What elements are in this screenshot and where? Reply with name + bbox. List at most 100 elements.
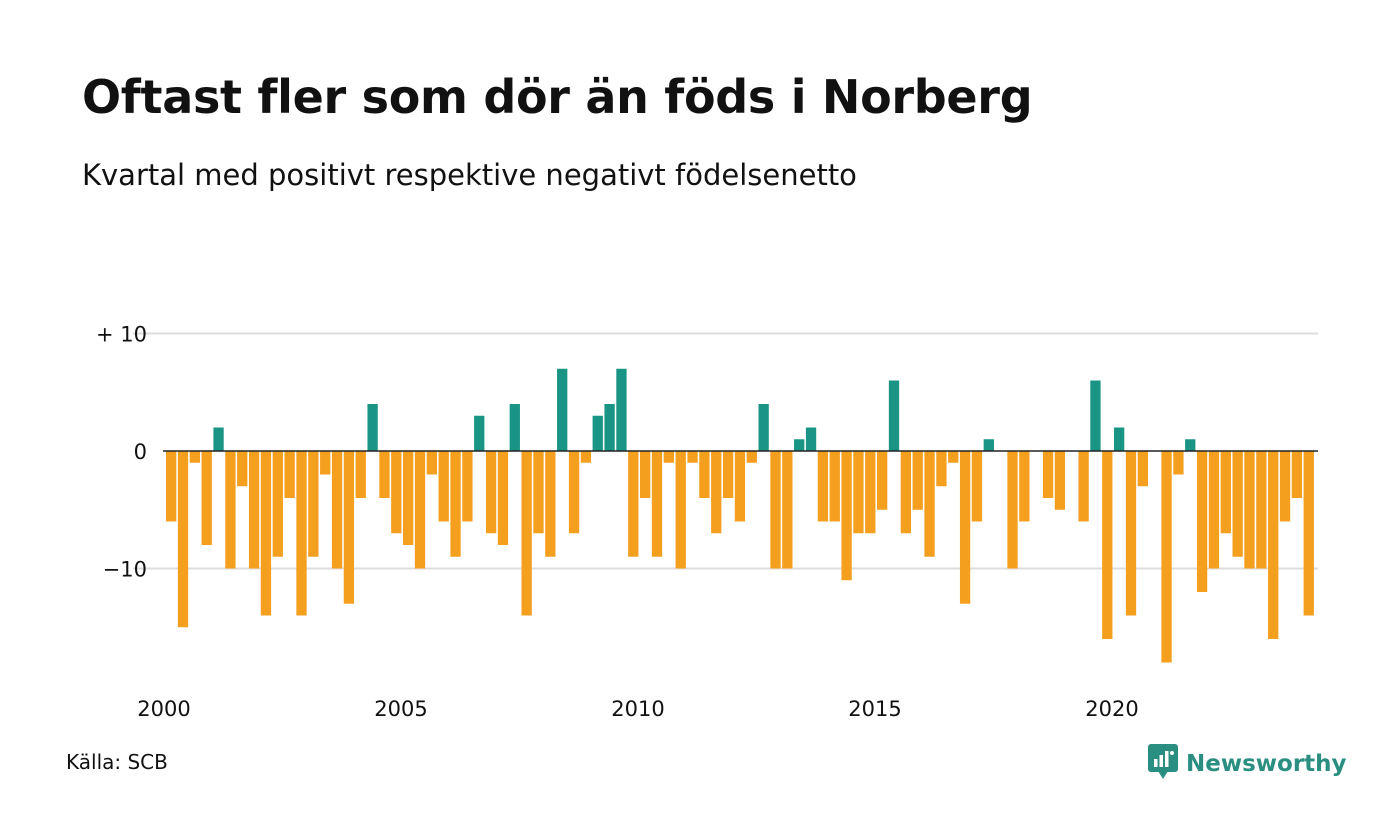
bar-2007-q2 [509, 404, 520, 451]
x-tick-label: 2005 [374, 697, 427, 721]
bar-2006-q4 [485, 451, 497, 534]
bar-2019-q2 [1078, 451, 1089, 522]
bar-2010-q3 [663, 451, 674, 463]
bar-2002-q2 [272, 451, 283, 557]
y-tick-label: −10 [103, 558, 147, 582]
bar-2015-q3 [900, 451, 911, 534]
bar-2012-q3 [758, 404, 769, 451]
bar-2017-q4 [1007, 451, 1018, 569]
x-tick-label: 2010 [611, 697, 664, 721]
x-axis-ticks: 2000 2005 2010 2015 2020 [137, 697, 1138, 721]
bar-2002-q3 [284, 451, 295, 498]
source-note: Källa: SCB [66, 750, 168, 774]
bar-2021-q4 [1196, 451, 1208, 592]
y-tick-label: 0 [134, 440, 147, 464]
bar-2006-q2 [462, 451, 473, 522]
bar-2022-q4 [1244, 451, 1255, 569]
bar-2007-q1 [497, 451, 509, 545]
bar-2001-q4 [248, 451, 260, 569]
y-axis-ticks: + 10 0 −10 [96, 323, 147, 582]
bar-2012-q4 [770, 451, 781, 569]
bar-2005-q3 [426, 451, 437, 475]
newsworthy-logo[interactable]: Newsworthy [1148, 744, 1347, 784]
bar-2013-q3 [805, 427, 817, 451]
bar-2004-q3 [379, 451, 390, 498]
bar-2015-q1 [877, 451, 888, 510]
bar-2002-q4 [296, 451, 307, 616]
chart-title: Oftast fler som dör än föds i Norberg [82, 70, 1033, 124]
bar-chart: + 10 0 −10 2000 2005 2010 2015 2020 [96, 323, 1318, 721]
bar-2023-q1 [1256, 451, 1267, 569]
bar-2014-q2 [841, 451, 852, 581]
bar-2022-q1 [1208, 451, 1220, 569]
bar-2018-q3 [1042, 451, 1054, 498]
chart-subtitle: Kvartal med positivt respektive negativt… [82, 158, 857, 192]
bar-2011-q2 [699, 451, 710, 498]
brand-name: Newsworthy [1186, 751, 1347, 777]
bar-2011-q1 [687, 451, 698, 463]
bar-2012-q2 [746, 451, 757, 463]
bar-2020-q3 [1137, 451, 1148, 487]
bar-2009-q2 [604, 404, 615, 451]
bar-2014-q4 [865, 451, 876, 534]
bar-2023-q4 [1291, 451, 1303, 498]
bar-2003-q1 [308, 451, 319, 557]
bar-2018-q1 [1019, 451, 1030, 522]
bar-2000-q3 [189, 451, 200, 463]
x-tick-label: 2000 [137, 697, 190, 721]
bar-2012-q1 [734, 451, 746, 522]
bar-2017-q1 [971, 451, 983, 522]
bar-2005-q4 [438, 451, 449, 522]
bar-2011-q4 [722, 451, 734, 498]
bar-2019-q3 [1090, 380, 1101, 451]
bar-2010-q4 [675, 451, 686, 569]
bar-2021-q3 [1185, 439, 1196, 451]
bar-2003-q4 [343, 451, 355, 604]
bar-2006-q1 [450, 451, 461, 557]
bars [166, 368, 1314, 663]
bar-2005-q1 [403, 451, 414, 545]
bar-2010-q1 [640, 451, 651, 498]
bar-2009-q3 [616, 368, 627, 451]
x-tick-label: 2015 [848, 697, 901, 721]
bar-2003-q3 [331, 451, 343, 569]
bar-2002-q1 [260, 451, 272, 616]
bar-2016-q3 [948, 451, 959, 463]
bar-2007-q3 [521, 451, 532, 616]
x-tick-label: 2020 [1085, 697, 1138, 721]
bar-2000-q2 [177, 451, 189, 628]
bar-2018-q4 [1054, 451, 1066, 510]
bar-2023-q3 [1279, 451, 1291, 522]
bar-2003-q2 [320, 451, 331, 475]
bar-2024-q1 [1303, 451, 1314, 616]
bar-2008-q4 [580, 451, 592, 463]
bar-2016-q2 [936, 451, 947, 487]
bar-2004-q1 [355, 451, 366, 498]
bar-2015-q2 [888, 380, 900, 451]
bar-2017-q2 [983, 439, 994, 451]
bar-2011-q3 [711, 451, 722, 534]
bar-2008-q2 [557, 368, 568, 451]
bar-2021-q1 [1161, 451, 1172, 663]
bar-2004-q2 [367, 404, 378, 451]
y-tick-label: + 10 [96, 323, 147, 347]
grid-lines [133, 332, 1318, 570]
bar-2004-q4 [391, 451, 402, 534]
bar-2008-q3 [568, 451, 580, 534]
bar-2014-q1 [829, 451, 840, 522]
bar-2007-q4 [533, 451, 544, 534]
bar-2013-q2 [794, 439, 805, 451]
bar-2008-q1 [545, 451, 556, 557]
bar-2022-q2 [1220, 451, 1231, 534]
bar-2021-q2 [1173, 451, 1184, 475]
bar-2013-q1 [782, 451, 793, 569]
bar-2015-q4 [912, 451, 923, 510]
bar-2023-q2 [1268, 451, 1279, 639]
bar-2014-q3 [853, 451, 864, 534]
bar-2020-q2 [1125, 451, 1137, 616]
bar-2001-q1 [213, 427, 224, 451]
bar-2001-q3 [237, 451, 248, 487]
bar-2016-q1 [924, 451, 935, 557]
bar-2013-q4 [817, 451, 829, 522]
bar-2006-q3 [474, 415, 485, 451]
